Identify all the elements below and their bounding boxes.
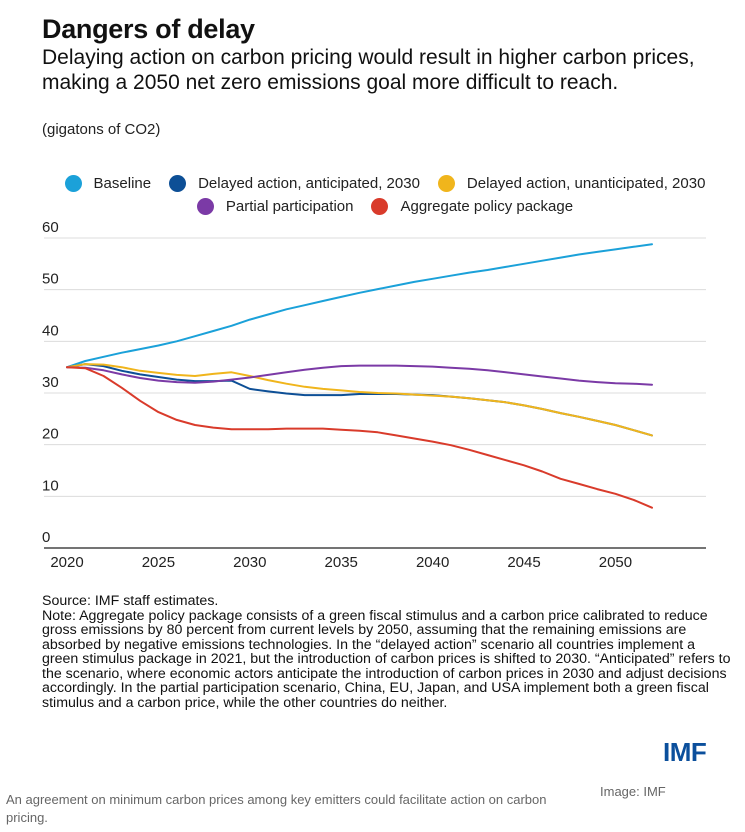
y-tick-label-60: 60 [42,219,59,236]
series-line-partial-participation [66,364,653,386]
legend-label-delayed-unanticipated: Delayed action, unanticipated, 2030 [466,175,706,192]
legend-dot-aggregate-policy [371,198,389,215]
y-tick-label-40: 40 [42,322,59,339]
legend-dot-delayed-anticipated [169,175,187,192]
y-tick-label-0: 0 [42,529,50,546]
chart-notes: Source: IMF staff estimates. Note: Aggre… [42,594,732,710]
legend-item-aggregate-policy: Aggregate policy package [371,198,573,215]
legend-label-aggregate-policy: Aggregate policy package [400,198,574,215]
x-tick-label-2040: 2040 [416,554,449,571]
chart-legend: Baseline Delayed action, anticipated, 20… [40,172,730,218]
y-tick-label-20: 20 [42,426,59,443]
legend-dot-delayed-unanticipated [437,175,455,192]
x-tick-label-2025: 2025 [142,554,175,571]
legend-item-delayed-anticipated: Delayed action, anticipated, 2030 [169,175,420,192]
x-tick-label-2020: 2020 [50,554,83,571]
image-caption: An agreement on minimum carbon prices am… [6,792,547,825]
series-line-delayed-action-unanticipated-2030 [66,363,653,437]
series-line-aggregate-policy-package [66,366,653,509]
series-line-baseline [66,243,653,369]
legend-item-delayed-unanticipated: Delayed action, unanticipated, 2030 [437,175,706,192]
chart-card: Dangers of delay Delaying action on carb… [40,14,732,767]
legend-dot-partial-participation [196,198,214,215]
imf-logo: IMF [663,737,707,767]
image-credit: Image: IMF [600,784,666,799]
legend-item-baseline: Baseline [64,175,152,192]
x-tick-label-2030: 2030 [233,554,266,571]
source-text: Source: IMF staff estimates. [42,593,219,609]
chart-title: Dangers of delay [42,14,255,44]
x-tick-label-2045: 2045 [507,554,540,571]
legend-label-baseline: Baseline [93,175,152,192]
series-line-delayed-action-anticipated-2030 [66,363,653,437]
y-tick-label-50: 50 [42,271,59,288]
legend-item-partial-participation: Partial participation [196,198,354,215]
chart-units: (gigatons of CO2) [42,121,161,138]
legend-row-1: Baseline Delayed action, anticipated, 20… [40,172,730,195]
legend-label-partial-participation: Partial participation [225,198,354,215]
note-text: Note: Aggregate policy package consists … [42,607,731,711]
x-tick-label-2035: 2035 [325,554,358,571]
legend-dot-baseline [64,175,82,192]
x-tick-label-2050: 2050 [599,554,632,571]
legend-row-2: Partial participation Aggregate policy p… [40,195,730,218]
legend-label-delayed-anticipated: Delayed action, anticipated, 2030 [198,175,420,192]
chart-subtitle: Delaying action on carbon pricing would … [42,46,695,94]
y-tick-label-30: 30 [42,374,59,391]
y-tick-label-10: 10 [42,477,59,494]
